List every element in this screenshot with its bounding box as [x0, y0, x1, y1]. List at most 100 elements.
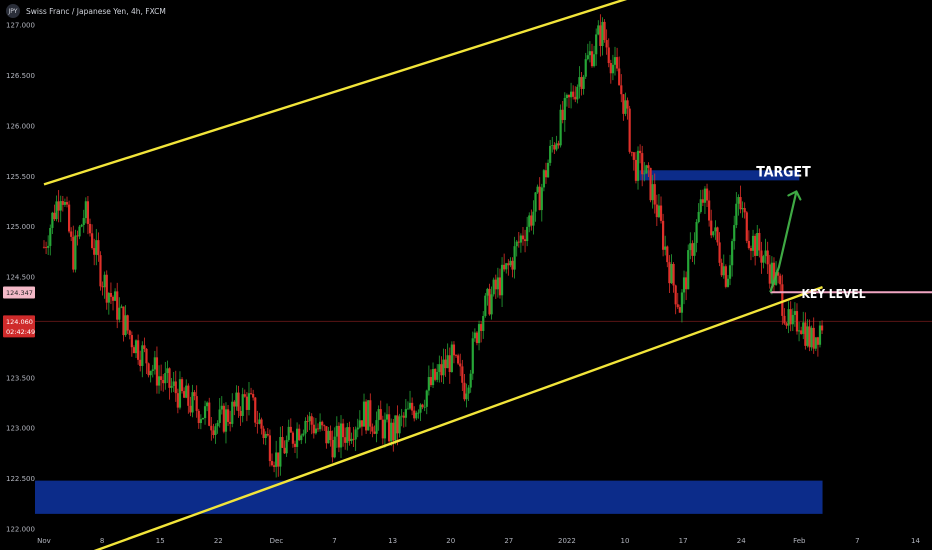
candle-body: [471, 338, 474, 374]
candle-body: [84, 201, 87, 219]
candle-body: [523, 239, 527, 242]
candle-body: [465, 393, 468, 400]
candle-body: [538, 186, 541, 211]
candle-body: [793, 311, 796, 315]
candle-body: [289, 426, 292, 433]
candle-body: [553, 145, 556, 150]
candle-body: [381, 419, 384, 439]
candle-body: [74, 235, 77, 270]
candle-body: [542, 170, 545, 188]
candle-body: [609, 63, 612, 74]
candle-body: [563, 98, 566, 120]
candle-body: [820, 325, 824, 331]
candle-body: [659, 205, 663, 221]
candle-body: [388, 414, 391, 442]
candle-body: [206, 402, 209, 407]
candle-body: [203, 406, 207, 419]
candle-body: [647, 165, 650, 168]
candle-body: [212, 430, 215, 435]
x-tick-label: 24: [737, 537, 746, 545]
candle-body: [444, 359, 447, 369]
candle-body: [503, 264, 506, 270]
candle-body: [680, 292, 684, 313]
arrow-head-icon: [787, 190, 802, 201]
candle-body: [214, 426, 217, 435]
candles-layer: [42, 14, 824, 478]
lines-layer: [43, 0, 932, 550]
candle-body: [82, 218, 85, 225]
candle-body: [86, 201, 90, 224]
candle-body: [379, 409, 382, 420]
candle-body: [760, 250, 763, 263]
candle-body: [141, 345, 144, 366]
x-tick-label: 2022: [558, 537, 576, 545]
candle-body: [653, 184, 656, 205]
candle-body: [772, 262, 776, 285]
candle-body: [367, 400, 370, 431]
candle-body: [739, 197, 742, 210]
candle-body: [488, 288, 491, 315]
candle-body: [300, 435, 303, 441]
candle-body: [494, 279, 497, 290]
chart-title[interactable]: Swiss Franc / Japanese Yen, 4h, FXCM: [26, 6, 166, 16]
candle-body: [172, 381, 175, 386]
candle-body: [697, 211, 700, 223]
candle-body: [693, 242, 696, 256]
candle-body: [559, 109, 562, 146]
candle-body: [496, 277, 499, 290]
candle-body: [208, 402, 211, 426]
candle-body: [429, 377, 433, 386]
candle-body: [724, 266, 727, 287]
candle-body: [302, 433, 305, 436]
candle-body: [272, 465, 276, 467]
candle-body: [398, 416, 401, 434]
candle-body: [128, 330, 131, 336]
candle-body: [325, 426, 328, 444]
price-tag-countdown: 02:42:49: [6, 328, 35, 336]
candle-body: [51, 212, 54, 228]
candle-body: [346, 427, 349, 443]
candle-body: [764, 250, 767, 257]
candle-body: [781, 284, 784, 316]
candle-body: [394, 415, 397, 441]
candle-body: [400, 415, 403, 417]
price-axis: 127.000 126.500 126.000 125.500 125.000 124.5…: [6, 22, 35, 534]
candle-body: [233, 401, 236, 407]
candle-body: [685, 277, 688, 290]
candle-body: [641, 153, 644, 175]
candle-body: [549, 145, 552, 163]
candle-body: [53, 212, 56, 220]
candle-body: [632, 152, 635, 160]
candle-body: [477, 324, 481, 344]
candle-body: [155, 357, 159, 386]
candle-body: [749, 248, 753, 251]
candle-body: [254, 397, 257, 423]
candle-body: [461, 366, 464, 383]
candle-body: [611, 64, 615, 74]
candle-body: [674, 285, 677, 305]
candle-body: [797, 330, 801, 332]
symbol-badge-icon[interactable]: JPY: [6, 4, 20, 18]
candle-body: [164, 373, 167, 384]
candle-body: [423, 406, 426, 408]
candle-body: [218, 409, 221, 423]
candle-body: [450, 344, 453, 373]
candle-body: [239, 410, 242, 416]
candle-body: [427, 377, 430, 391]
candle-body: [80, 224, 83, 227]
candle-body: [318, 421, 322, 430]
candle-body: [312, 424, 315, 434]
candle-body: [728, 265, 732, 279]
x-tick-label: 15: [156, 537, 165, 545]
candle-body: [385, 414, 389, 420]
candle-body: [91, 233, 94, 249]
candle-body: [224, 409, 228, 432]
y-tick-label: 126.500: [6, 72, 35, 80]
candle-body: [806, 326, 809, 346]
candle-body: [72, 236, 75, 270]
candle-body: [63, 202, 67, 205]
candle-body: [241, 394, 244, 416]
candle-body: [710, 220, 713, 236]
candle-body: [281, 437, 284, 448]
